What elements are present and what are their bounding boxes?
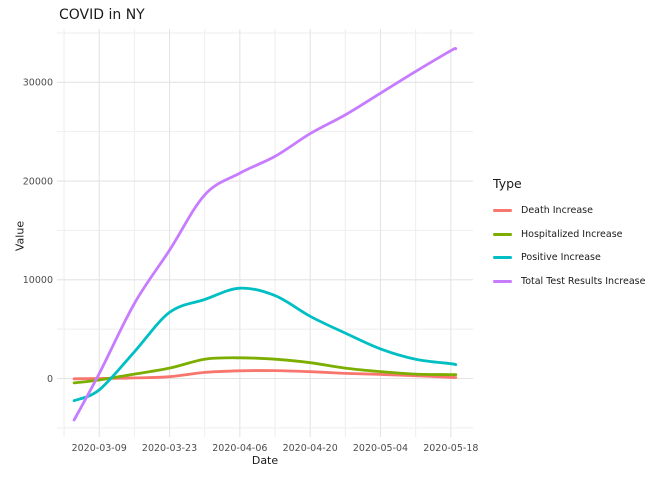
legend-item-label: Positive Increase	[521, 252, 601, 264]
legend-item-hospitalized-increase: Hospitalized Increase	[493, 223, 645, 247]
x-tick-label: 2020-04-06	[212, 443, 267, 454]
chart-title: COVID in NY	[59, 7, 145, 23]
legend-key-hospitalized-increase	[493, 232, 512, 236]
y-tick-label: 30000	[23, 78, 53, 89]
y-tick-label: 10000	[23, 275, 53, 286]
legend-key-total-test-results-increase	[493, 279, 512, 283]
series-line-hospitalized-increase	[72, 356, 458, 385]
legend-item-total-test-results-increase: Total Test Results Increase	[493, 270, 645, 294]
y-tick-label: 20000	[23, 176, 53, 187]
x-tick-label: 2020-03-23	[142, 443, 197, 454]
x-tick-label: 2020-05-04	[353, 443, 408, 454]
x-tick-label: 2020-03-09	[72, 443, 127, 454]
legend: Type Death Increase Hospitalized Increas…	[493, 176, 645, 293]
y-tick-label: 0	[47, 374, 53, 385]
legend-title: Type	[493, 176, 522, 191]
legend-item-label: Total Test Results Increase	[521, 275, 646, 287]
legend-item-positive-increase: Positive Increase	[493, 246, 645, 270]
y-axis-title: Value	[13, 220, 27, 252]
legend-key-positive-increase	[493, 256, 512, 260]
x-tick-label: 2020-04-20	[283, 443, 338, 454]
x-tick-label: 2020-05-18	[423, 443, 478, 454]
x-axis-title: Date	[251, 454, 279, 467]
series-line-death-increase	[72, 369, 458, 381]
series-line-total-test-results-increase	[72, 47, 458, 422]
legend-item-label: Hospitalized Increase	[521, 228, 623, 240]
series-line-positive-increase	[72, 286, 458, 403]
legend-item-label: Death Increase	[521, 205, 593, 217]
legend-item-death-increase: Death Increase	[493, 199, 645, 223]
legend-key-death-increase	[493, 209, 512, 213]
